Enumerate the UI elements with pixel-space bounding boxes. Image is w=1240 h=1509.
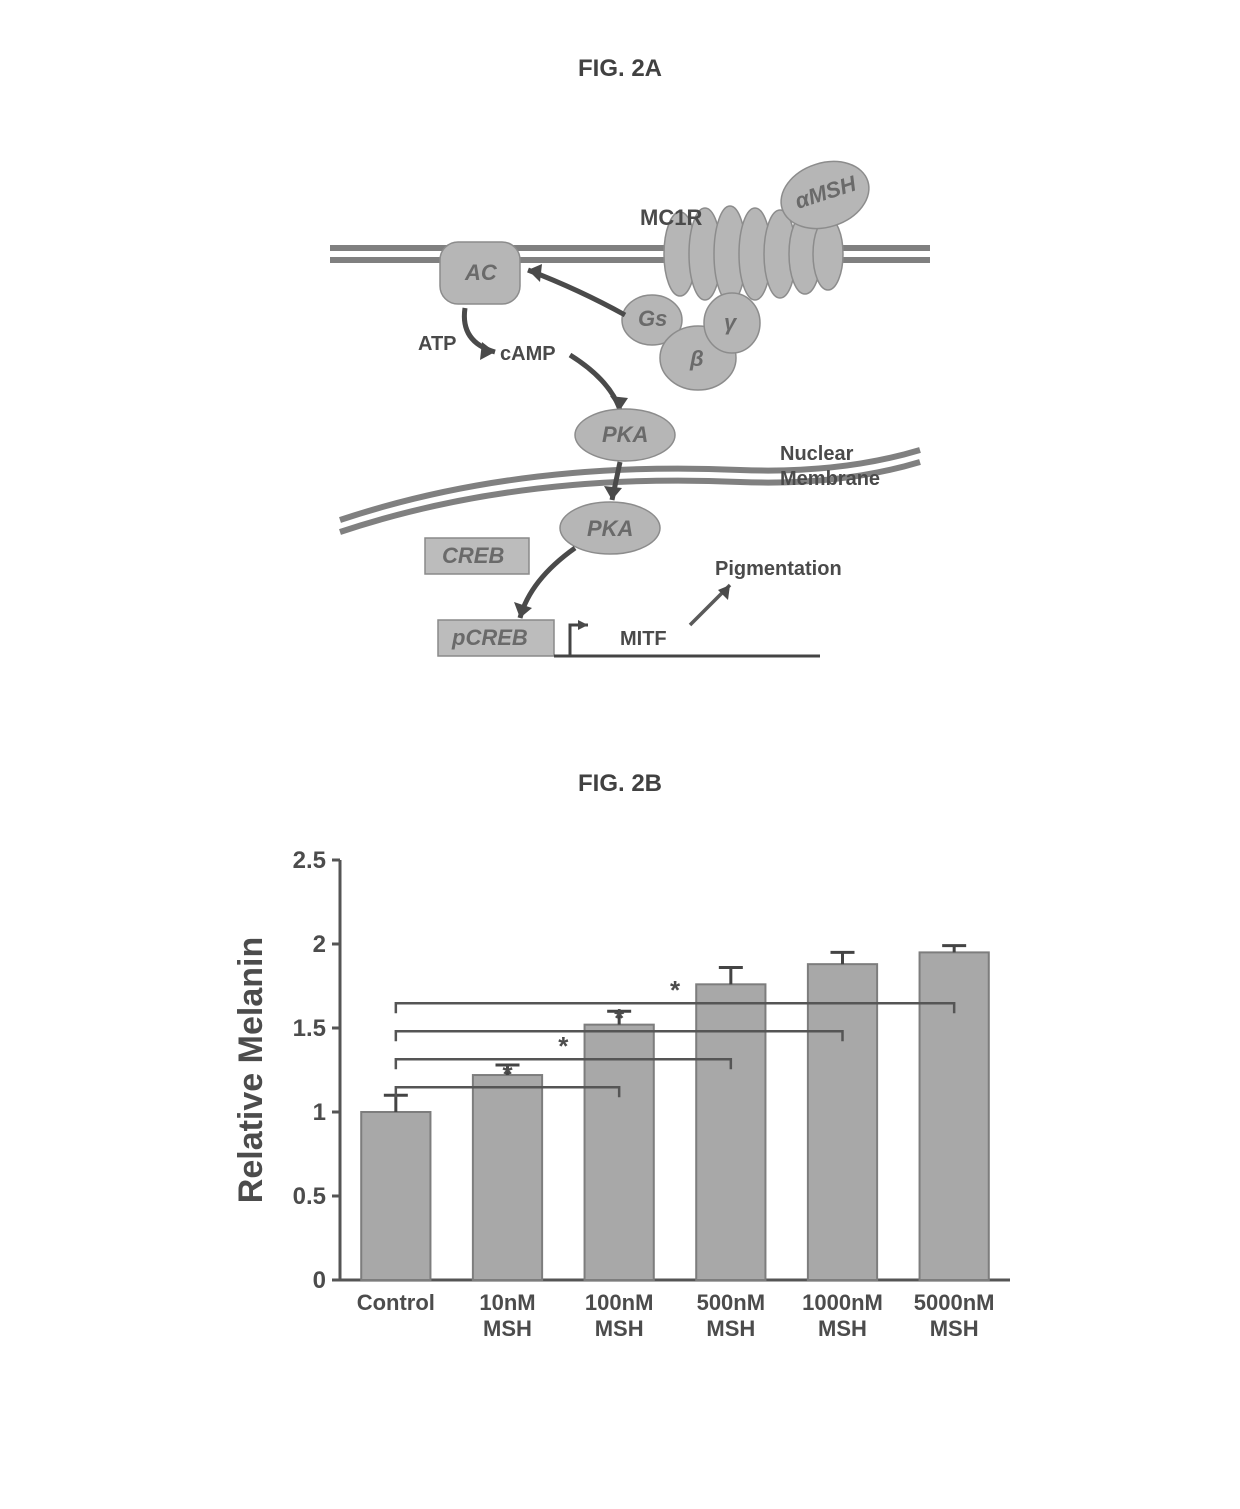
x-label-line2: MSH (818, 1316, 867, 1341)
arrow-gs-ac (528, 270, 625, 315)
bar (473, 1075, 542, 1280)
x-label-line1: 5000nM (914, 1290, 995, 1315)
y-tick-label: 0 (313, 1267, 326, 1294)
mc1r-label: MC1R (640, 205, 702, 230)
arrow-camp-pka (570, 355, 620, 410)
nuclear-label2: Membrane (780, 468, 880, 490)
y-tick-label: 1 (313, 1099, 326, 1126)
gamma-label: γ (724, 310, 738, 335)
x-label-line1: 100nM (585, 1290, 653, 1315)
sig-star: * (670, 975, 681, 1005)
arrowhead-camp-pka (610, 396, 628, 410)
bar (361, 1112, 430, 1280)
x-label-line2: MSH (595, 1316, 644, 1341)
y-tick-label: 1.5 (293, 1015, 326, 1042)
y-tick-label: 2 (313, 931, 326, 958)
promoter-arrowhead (578, 620, 588, 630)
fig2a-diagram: MC1R αMSH AC Gs β γ ATP cAMP (320, 120, 940, 680)
bar (920, 952, 989, 1280)
camp-label: cAMP (500, 343, 556, 365)
fig2a-svg: MC1R αMSH AC Gs β γ ATP cAMP (320, 120, 940, 680)
pka1-label: PKA (602, 422, 648, 447)
pcreb-label: pCREB (451, 625, 528, 650)
x-label-line2: MSH (483, 1316, 532, 1341)
page: FIG. 2A MC1R αMSH AC (0, 0, 1240, 1509)
x-label-line1: 1000nM (802, 1290, 883, 1315)
sig-star: * (502, 1059, 513, 1089)
beta-label: β (689, 346, 704, 371)
sig-star: * (558, 1031, 569, 1061)
fig2b-chart: Relative Melanin00.511.522.5Control10nMM… (220, 830, 1040, 1430)
nuclear-label1: Nuclear (780, 443, 854, 465)
promoter-bend (570, 625, 588, 656)
bar (808, 964, 877, 1280)
x-label-line1: Control (357, 1290, 435, 1315)
gs-label: Gs (638, 306, 667, 331)
pka2-label: PKA (587, 516, 633, 541)
x-label-line1: 10nM (479, 1290, 535, 1315)
mitf-label: MITF (620, 628, 667, 650)
fig2b-svg: Relative Melanin00.511.522.5Control10nMM… (220, 830, 1040, 1430)
bar (696, 984, 765, 1280)
x-label-line1: 500nM (697, 1290, 765, 1315)
arrowhead-mitf-pig (718, 585, 730, 600)
y-tick-label: 2.5 (293, 847, 326, 874)
x-label-line2: MSH (930, 1316, 979, 1341)
x-label-line2: MSH (706, 1316, 755, 1341)
atp-label: ATP (418, 333, 457, 355)
sig-star: * (614, 1003, 625, 1033)
ylabel: Relative Melanin (232, 937, 270, 1203)
fig2b-title: FIG. 2B (0, 770, 1240, 798)
y-tick-label: 0.5 (293, 1183, 326, 1210)
fig2a-title: FIG. 2A (0, 55, 1240, 83)
pigmentation-label: Pigmentation (715, 558, 842, 580)
bar (585, 1025, 654, 1280)
arrow-ac-camp (464, 308, 495, 352)
arrowhead-pka-pka (604, 486, 622, 500)
creb-label: CREB (442, 543, 504, 568)
ac-label: AC (464, 260, 498, 285)
arrowhead-ac-camp (480, 342, 495, 360)
